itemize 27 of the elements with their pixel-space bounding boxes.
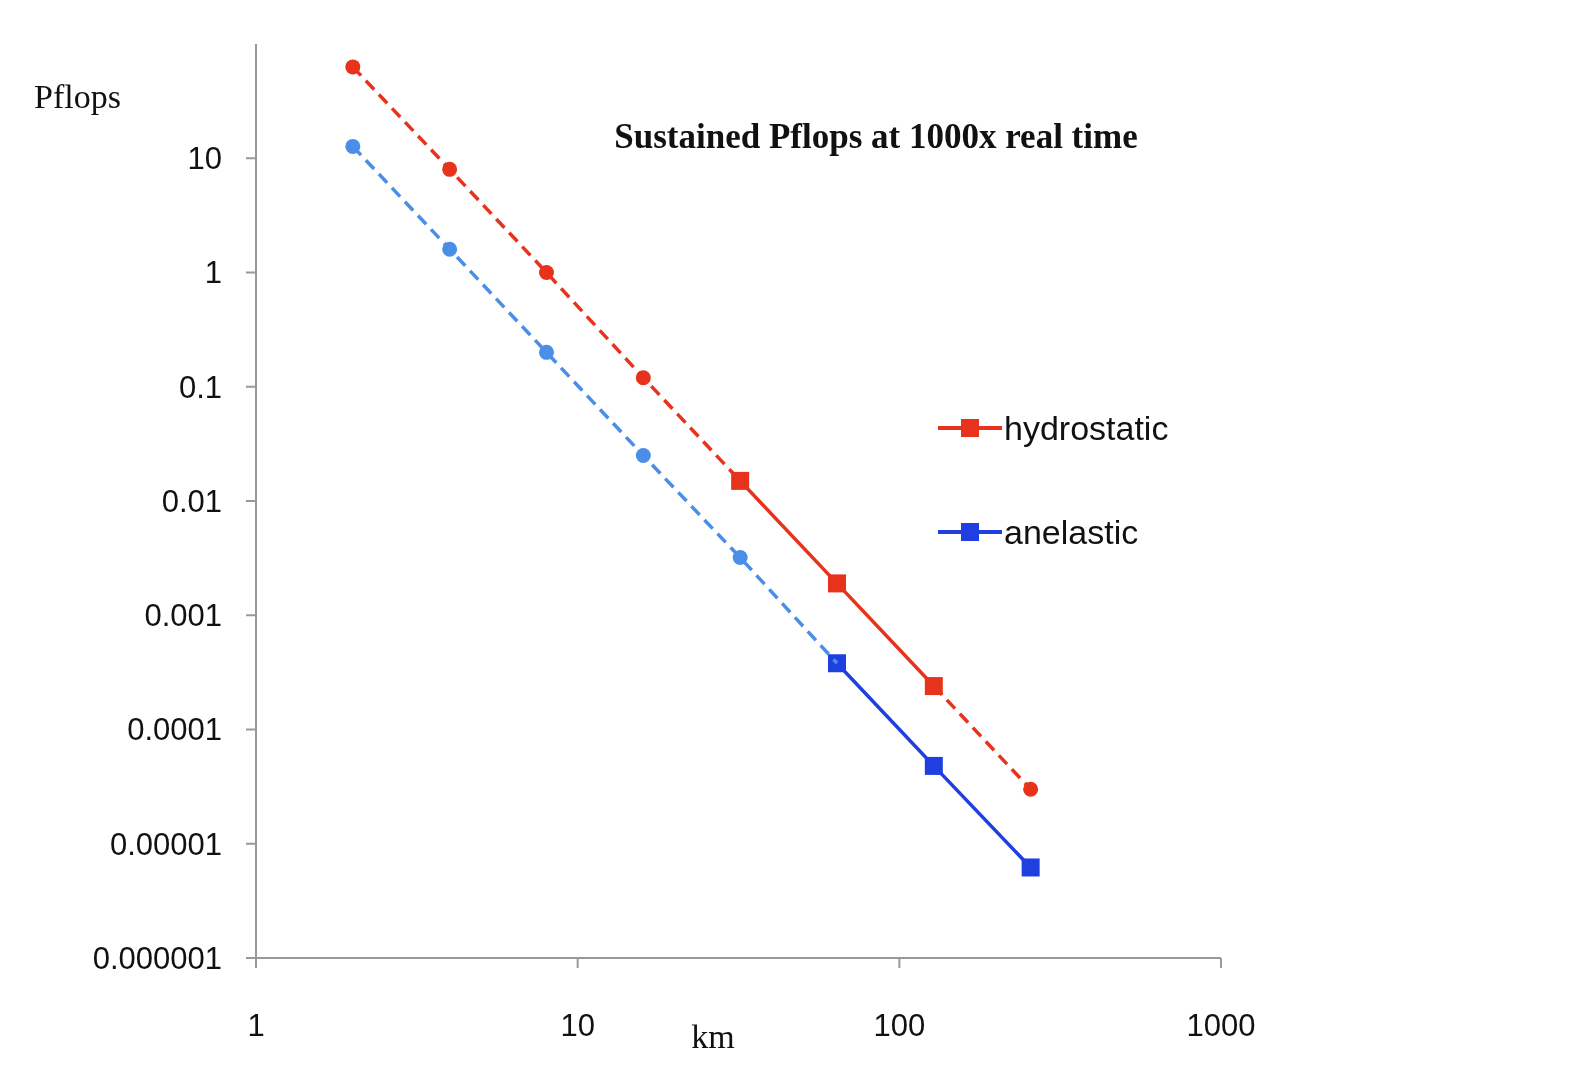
point	[732, 550, 748, 566]
legend-label: anelastic	[1004, 512, 1139, 551]
legend-label: hydrostatic	[1004, 408, 1169, 447]
point	[635, 448, 651, 464]
point	[442, 241, 458, 257]
y-tick-label: 0.01	[161, 483, 222, 519]
y-axis-title: Pflops	[34, 78, 121, 115]
x-tick-label: 1000	[1186, 1008, 1256, 1043]
point	[1023, 781, 1039, 797]
point	[345, 59, 361, 75]
y-tick-label: 0.00001	[109, 826, 222, 862]
y-tick-label: 0.0001	[127, 712, 222, 748]
point	[538, 344, 554, 360]
x-axis-title: km	[691, 1018, 735, 1055]
point	[538, 265, 554, 280]
text: Sustained Pflops at 1000x real time	[614, 117, 1138, 156]
point	[635, 370, 651, 386]
point	[345, 138, 361, 154]
x-tick-label: 100	[873, 1008, 926, 1043]
y-tick-label: 0.000001	[92, 940, 222, 976]
point	[442, 161, 458, 177]
x-tick-label: 1	[247, 1008, 265, 1043]
y-tick-label: 0.1	[178, 369, 222, 405]
y-tick-label: 1	[204, 255, 222, 291]
y-tick-label: 0.001	[144, 598, 222, 634]
y-tick-label: 10	[187, 141, 222, 177]
x-tick-label: 10	[560, 1008, 595, 1043]
